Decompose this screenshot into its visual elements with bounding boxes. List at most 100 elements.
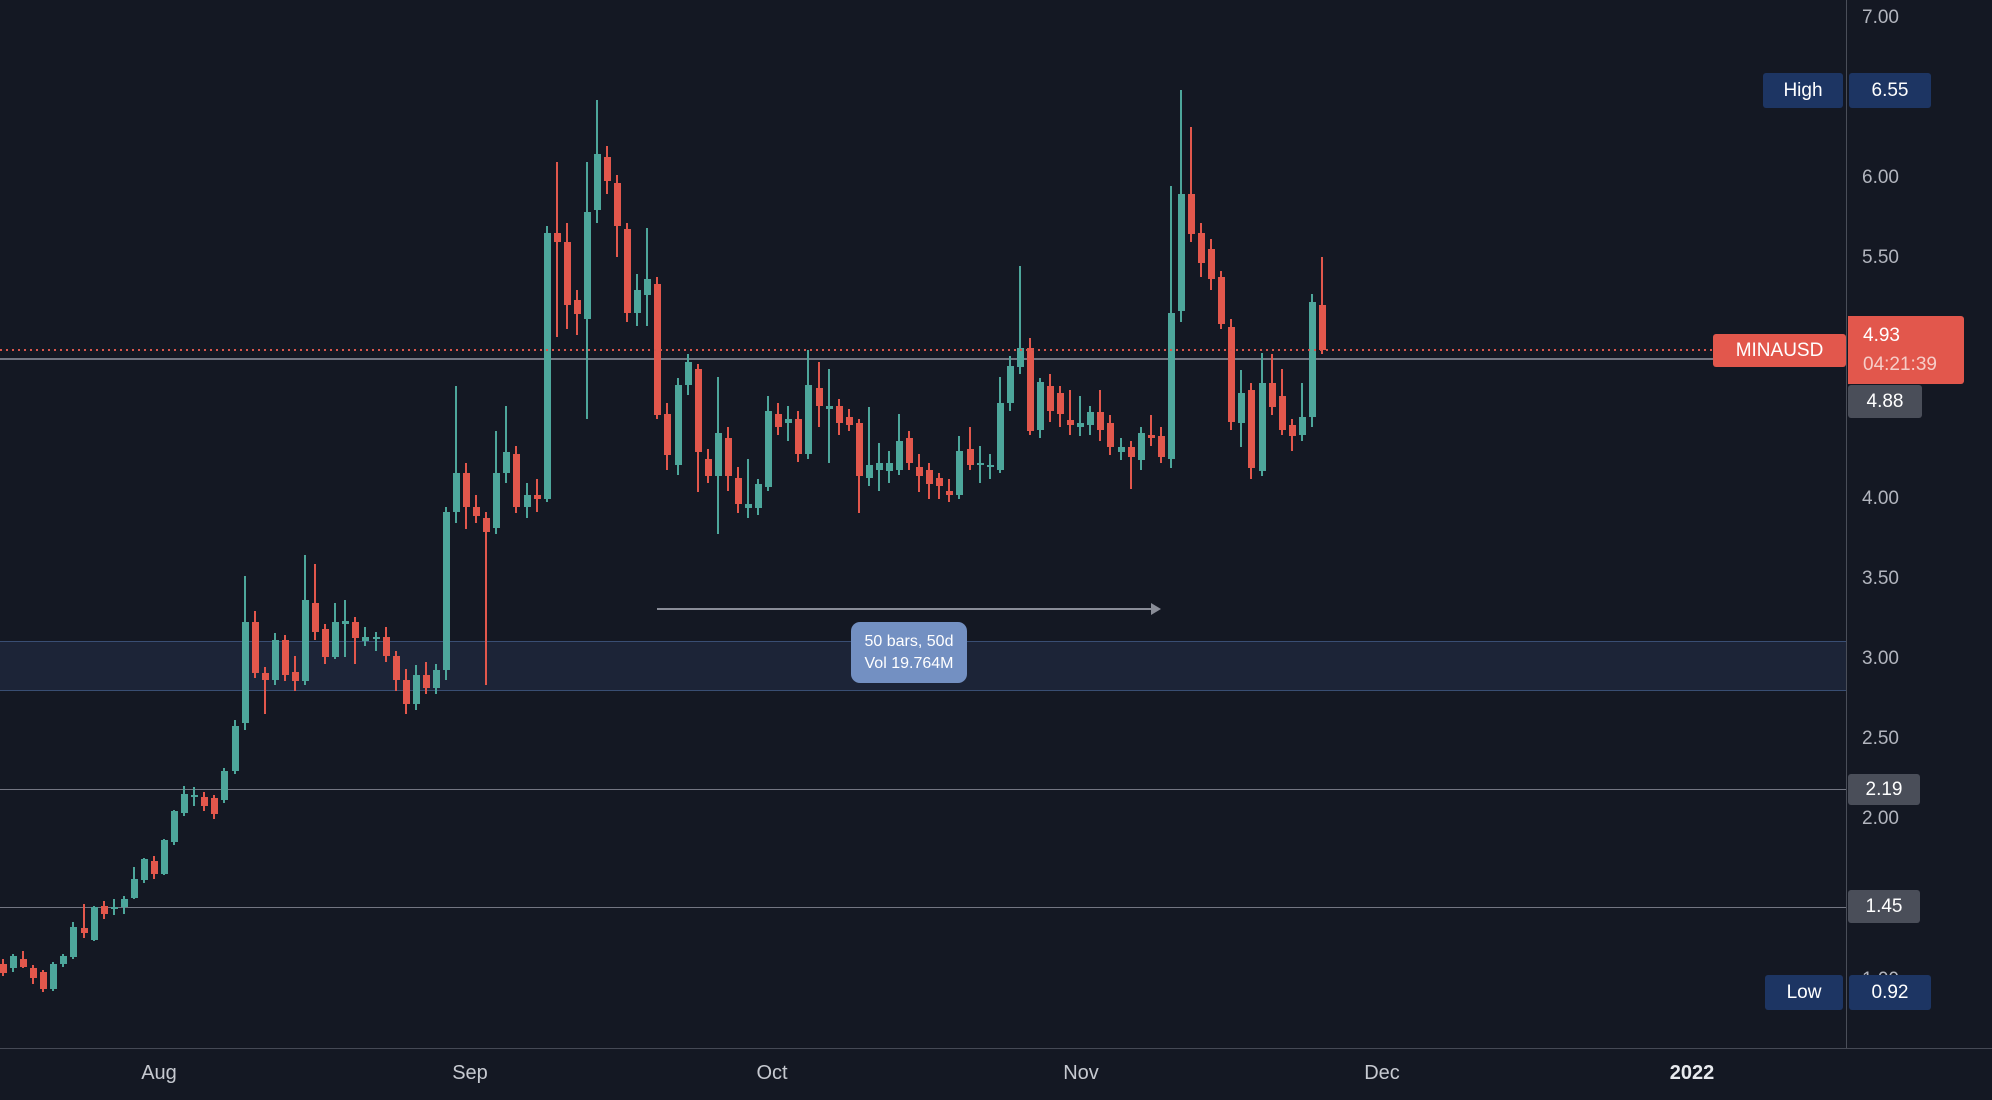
candle-up xyxy=(675,385,682,465)
candle-down xyxy=(463,473,470,507)
candle-down xyxy=(846,417,853,425)
candle-up xyxy=(1087,412,1094,425)
measure-volume-text: Vol 19.764M xyxy=(864,654,954,672)
candle-wick xyxy=(505,406,507,483)
candle-up xyxy=(362,637,369,641)
price-axis[interactable]: 7.006.005.504.003.503.002.502.006.505.00… xyxy=(1846,0,1992,1048)
candle-up xyxy=(977,463,984,465)
high-price-value: 6.55 xyxy=(1871,79,1909,101)
line-price-value-488: 4.88 xyxy=(1866,390,1904,412)
candle-up xyxy=(1007,366,1014,403)
chart-pane[interactable]: 50 bars, 50d Vol 19.764M xyxy=(0,0,1846,1048)
candle-up xyxy=(221,771,228,800)
candle-down xyxy=(1107,423,1114,447)
candle-up xyxy=(997,403,1004,470)
candle-down xyxy=(1269,383,1276,407)
candle-wick xyxy=(828,369,830,463)
candle-down xyxy=(906,438,913,463)
current-price-dotted-line xyxy=(0,349,1713,351)
candle-down xyxy=(1027,348,1034,431)
candle-down xyxy=(383,637,390,656)
candle-down xyxy=(856,423,863,476)
candle-up xyxy=(866,465,873,478)
candle-wick xyxy=(868,407,870,486)
candle-up xyxy=(826,406,833,409)
measure-arrow-line[interactable] xyxy=(657,608,1153,610)
measure-tooltip[interactable]: 50 bars, 50d Vol 19.764M xyxy=(851,622,967,683)
horizontal-line-4.88[interactable] xyxy=(0,358,1846,360)
candle-down xyxy=(1148,435,1155,438)
candle-up xyxy=(60,956,67,964)
candle-up xyxy=(342,621,349,624)
candle-up xyxy=(956,451,963,495)
candle-down xyxy=(554,233,561,242)
candle-down xyxy=(534,495,541,499)
candle-up xyxy=(1017,348,1024,367)
candle-up xyxy=(272,640,279,680)
price-tick-3.00: 3.00 xyxy=(1862,648,1899,669)
candle-down xyxy=(1279,396,1286,430)
candle-up xyxy=(1299,417,1306,435)
bar-countdown-timer: 04:21:39 xyxy=(1863,354,1937,375)
candle-wick xyxy=(948,479,950,502)
candle-wick xyxy=(344,600,346,657)
candle-wick xyxy=(83,904,85,938)
candle-down xyxy=(926,470,933,484)
candle-down xyxy=(836,406,843,423)
candle-wick xyxy=(354,617,356,664)
candle-down xyxy=(101,906,108,914)
candle-down xyxy=(1228,327,1235,422)
line-price-badge-219: 2.19 xyxy=(1848,774,1920,805)
candle-down xyxy=(795,419,802,454)
candle-down xyxy=(1158,436,1165,457)
current-price-value: 4.93 xyxy=(1863,325,1900,346)
horizontal-line-1.45[interactable] xyxy=(0,907,1846,908)
low-price-value: 0.92 xyxy=(1871,981,1909,1003)
candle-wick xyxy=(1130,441,1132,489)
price-tick-6.00: 6.00 xyxy=(1862,167,1899,188)
candle-up xyxy=(413,675,420,704)
candle-wick xyxy=(1069,390,1071,435)
candle-down xyxy=(1188,194,1195,234)
candle-up xyxy=(644,279,651,295)
candle-down xyxy=(564,242,571,305)
candle-down xyxy=(0,964,7,973)
candle-wick xyxy=(1301,383,1303,441)
time-axis[interactable]: Aug Sep Oct Nov Dec 2022 xyxy=(0,1048,1992,1100)
candle-down xyxy=(624,229,631,313)
candle-up xyxy=(886,463,893,471)
candle-up xyxy=(1168,313,1175,459)
candle-down xyxy=(262,673,269,680)
measure-arrowhead-icon xyxy=(1151,603,1161,615)
candle-up xyxy=(121,899,128,907)
candle-up xyxy=(745,504,752,508)
candle-down xyxy=(483,518,490,532)
candle-up xyxy=(876,463,883,470)
candle-down xyxy=(735,478,742,504)
candle-wick xyxy=(314,564,316,640)
candle-down xyxy=(252,622,259,673)
candle-down xyxy=(916,467,923,476)
measure-bars-text: 50 bars, 50d xyxy=(864,632,954,650)
candle-down xyxy=(775,414,782,427)
candle-up xyxy=(544,233,551,499)
candle-down xyxy=(211,798,218,814)
time-label-Oct: Oct xyxy=(756,1062,788,1084)
candle-down xyxy=(1208,249,1215,279)
candle-down xyxy=(936,478,943,486)
time-label-Nov: Nov xyxy=(1063,1062,1099,1084)
candle-up xyxy=(181,794,188,813)
horizontal-line-2.19[interactable] xyxy=(0,789,1846,790)
candle-up xyxy=(493,473,500,528)
candle-wick xyxy=(364,627,366,646)
candle-up xyxy=(503,452,510,473)
candle-up xyxy=(91,907,98,940)
time-label-Aug: Aug xyxy=(141,1062,177,1084)
high-label-text: High xyxy=(1783,79,1823,101)
candle-up xyxy=(50,964,57,989)
candle-down xyxy=(1057,393,1064,414)
candle-wick xyxy=(1150,415,1152,446)
candle-up xyxy=(685,362,692,385)
candle-down xyxy=(352,622,359,638)
